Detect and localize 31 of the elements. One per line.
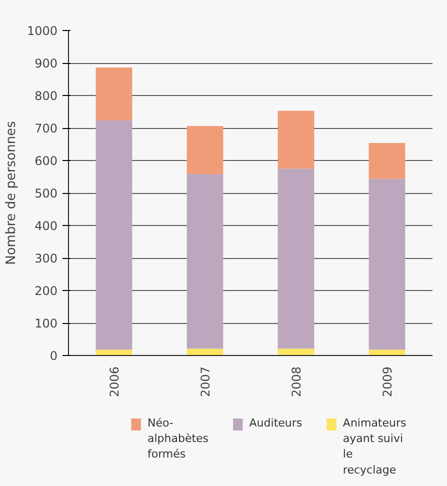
x-tick-label: 2009 [380,366,394,398]
y-tick-label: 800 [34,89,58,103]
bar [278,110,314,169]
bar [96,350,132,356]
legend-label: Auditeurs [249,416,302,430]
bar [278,168,314,349]
y-tick-label: 600 [34,154,58,168]
x-tick-label: 2007 [198,366,212,398]
bar [186,174,224,349]
y-tick-label: 300 [34,252,58,266]
bar [186,126,224,174]
bar [278,348,314,356]
y-tick-label: 100 [34,316,58,330]
y-axis-title: Nombre de personnes [4,120,19,265]
bar [96,68,132,121]
y-tick-label: 500 [34,186,58,200]
x-tick-label: 2008 [290,366,304,398]
legend-label: Animateurs ayant suivi le recyclage [342,416,407,476]
bar [368,350,406,356]
x-tick-label: 2006 [108,366,122,398]
bar [96,120,132,350]
y-tick-label: 1000 [26,24,58,38]
y-tick-label: 900 [34,56,58,70]
bar [186,348,224,356]
legend-label: Néo-alphabètes formés [147,416,209,461]
bar [368,142,406,179]
bar [368,178,406,350]
y-tick-label: 700 [34,122,58,136]
y-tick-label: 0 [50,349,58,363]
y-tick-label: 400 [34,219,58,233]
y-tick-label: 200 [34,284,58,298]
